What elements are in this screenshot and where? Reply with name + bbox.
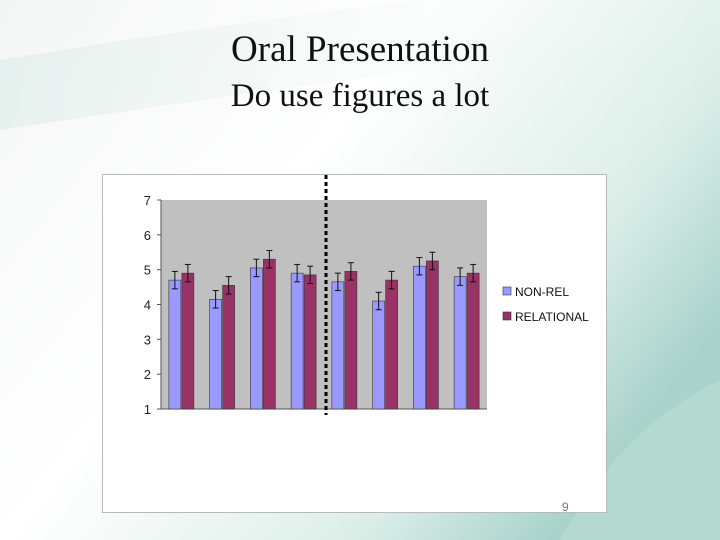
- legend-swatch: [502, 286, 512, 296]
- bar: [413, 265, 426, 410]
- bar: [466, 272, 480, 410]
- bar: [331, 281, 345, 410]
- slide-title: Oral Presentation: [231, 29, 489, 70]
- bar: [426, 260, 439, 410]
- y-tick-label: 3: [144, 332, 151, 347]
- legend-box: [496, 279, 602, 331]
- bar: [181, 272, 195, 410]
- page-number: 9: [562, 500, 569, 514]
- bars-layer: [168, 258, 480, 410]
- y-tick-label: 2: [144, 367, 151, 382]
- bar: [263, 258, 276, 410]
- bar: [290, 272, 304, 410]
- bar: [453, 276, 467, 410]
- bar-chart: 1 2 3 4 5 6 7 NON-REL RELATIONAL: [144, 175, 602, 417]
- y-axis: 1 2 3 4 5 6 7: [144, 193, 487, 417]
- bar: [372, 300, 385, 410]
- bar: [385, 279, 398, 410]
- bar: [344, 271, 358, 410]
- y-tick-label: 5: [144, 263, 151, 278]
- legend-swatch: [502, 311, 512, 321]
- y-tick-label: 1: [144, 402, 151, 417]
- bar: [250, 267, 263, 410]
- legend-label: NON-REL: [515, 285, 569, 299]
- legend-label: RELATIONAL: [515, 310, 589, 324]
- slide-subtitle: Do use figures a lot: [230, 78, 490, 114]
- y-tick-label: 7: [144, 193, 151, 208]
- bar: [209, 298, 222, 410]
- chart-container: 1 2 3 4 5 6 7 NON-REL RELATIONAL: [102, 174, 607, 513]
- legend: NON-REL RELATIONAL: [496, 279, 602, 331]
- bar: [168, 279, 182, 410]
- bar: [303, 274, 317, 410]
- bar: [222, 285, 235, 410]
- y-tick-label: 6: [144, 228, 151, 243]
- y-tick-label: 4: [144, 298, 151, 313]
- error-bars-layer: [171, 250, 477, 311]
